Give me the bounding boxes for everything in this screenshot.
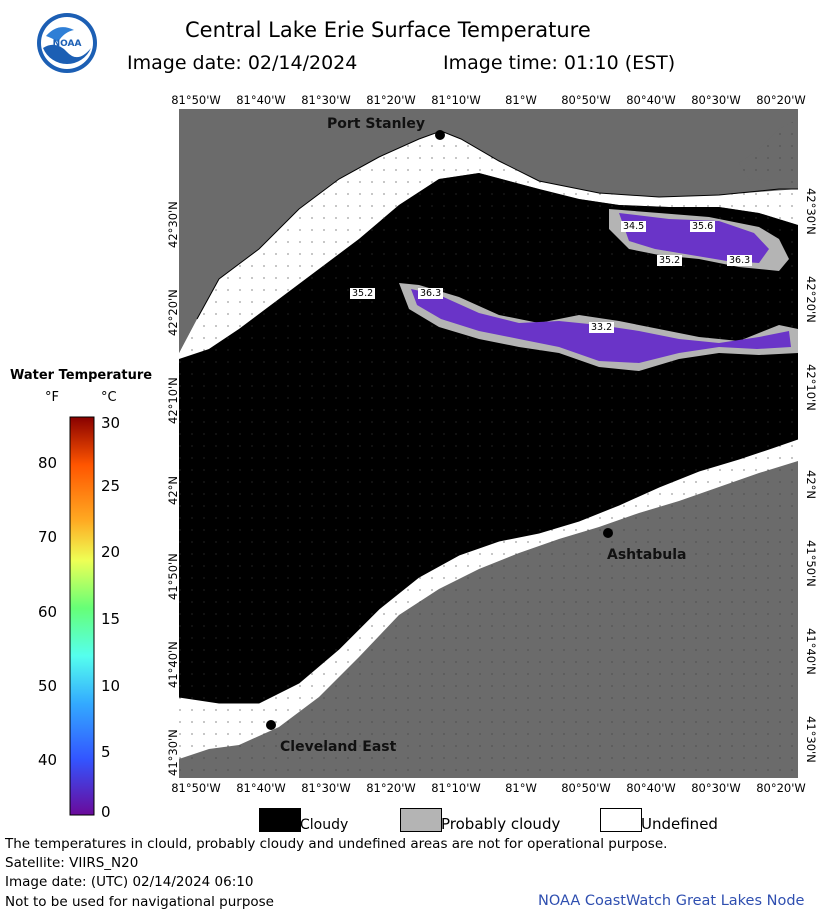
scale-f-tick: 80	[38, 454, 58, 472]
legend-label-cloudy: Cloudy	[300, 817, 349, 833]
lon-tick-top: 81°50'W	[171, 93, 221, 107]
lon-tick-top: 81°40'W	[236, 93, 286, 107]
scale-c-tick: 0	[101, 803, 111, 821]
lat-tick-left: 42°20'N	[166, 289, 180, 336]
lat-tick-right: 41°40'N	[804, 628, 818, 675]
lon-tick-top: 81°30'W	[301, 93, 351, 107]
lon-tick-top: 80°40'W	[626, 93, 676, 107]
lon-tick-bottom: 81°W	[505, 781, 537, 795]
lon-tick-top: 80°30'W	[691, 93, 741, 107]
image-time: Image time: 01:10 (EST)	[443, 52, 676, 74]
lat-tick-right: 42°30'N	[804, 188, 818, 235]
image-date: Image date: 02/14/2024	[127, 52, 358, 74]
legend-label-undefined: Undefined	[641, 815, 718, 833]
place-port-stanley: Port Stanley	[327, 116, 425, 132]
lat-tick-left: 41°40'N	[166, 641, 180, 688]
legend-label-probably-cloudy: Probably cloudy	[441, 815, 561, 833]
lon-tick-bottom: 81°20'W	[366, 781, 416, 795]
lon-tick-bottom: 81°50'W	[171, 781, 221, 795]
lat-tick-left: 42°N	[166, 476, 180, 505]
scale-f-tick: 70	[38, 528, 58, 546]
color-scale-bar	[69, 416, 95, 816]
temp-label: 34.5	[621, 221, 647, 232]
disclaimer-text: The temperatures in clould, probably clo…	[5, 836, 668, 852]
map-title: Central Lake Erie Surface Temperature	[185, 18, 591, 42]
temp-label: 35.6	[690, 221, 716, 232]
lat-tick-left: 41°50'N	[166, 553, 180, 600]
lat-tick-right: 41°30'N	[804, 716, 818, 763]
legend-unit-c: °C	[101, 390, 117, 405]
nav-warning-text: Not to be used for navigational purpose	[5, 894, 274, 910]
lon-tick-bottom: 81°30'W	[301, 781, 351, 795]
lon-tick-top: 80°20'W	[756, 93, 806, 107]
legend-title: Water Temperature	[10, 368, 153, 383]
port-stanley-marker	[435, 130, 445, 140]
legend-swatch-cloudy	[259, 808, 301, 832]
lat-tick-left: 41°30'N	[166, 729, 180, 776]
lat-tick-right: 42°N	[804, 470, 818, 499]
temp-label: 35.2	[350, 288, 376, 299]
lon-tick-bottom: 80°50'W	[561, 781, 611, 795]
scale-f-tick: 40	[38, 751, 58, 769]
scale-c-tick: 30	[101, 414, 121, 432]
noaa-logo: NOAA	[37, 13, 97, 73]
lon-tick-bottom: 81°40'W	[236, 781, 286, 795]
scale-c-tick: 10	[101, 677, 121, 695]
cleveland-east-marker	[266, 720, 276, 730]
temp-label: 36.3	[418, 288, 444, 299]
lon-tick-bottom: 80°40'W	[626, 781, 676, 795]
lon-tick-top: 81°W	[505, 93, 537, 107]
logo-text: NOAA	[53, 39, 82, 49]
satellite-text: Satellite: VIIRS_N20	[5, 855, 139, 871]
temp-label: 33.2	[589, 322, 615, 333]
water-patch	[619, 213, 769, 263]
lon-tick-top: 81°20'W	[366, 93, 416, 107]
place-cleveland-east: Cleveland East	[280, 739, 397, 755]
lon-tick-bottom: 81°10'W	[431, 781, 481, 795]
legend-unit-f: °F	[45, 390, 59, 405]
scale-f-tick: 50	[38, 677, 58, 695]
scale-c-tick: 20	[101, 543, 121, 561]
temp-label: 35.2	[657, 255, 683, 266]
lon-tick-bottom: 80°30'W	[691, 781, 741, 795]
ashtabula-marker	[603, 528, 613, 538]
lon-tick-bottom: 80°20'W	[756, 781, 806, 795]
legend-swatch-undefined	[600, 808, 642, 832]
scale-c-tick: 5	[101, 743, 111, 761]
credit-text: NOAA CoastWatch Great Lakes Node	[538, 893, 805, 909]
place-ashtabula: Ashtabula	[607, 547, 687, 563]
utc-date-text: Image date: (UTC) 02/14/2024 06:10	[5, 874, 254, 890]
scale-c-tick: 15	[101, 610, 121, 628]
lat-tick-right: 42°20'N	[804, 276, 818, 323]
north-land	[179, 109, 798, 353]
legend-swatch-probably-cloudy	[400, 808, 442, 832]
lat-tick-right: 42°10'N	[804, 364, 818, 411]
lat-tick-left: 42°30'N	[166, 201, 180, 248]
scale-f-tick: 60	[38, 603, 58, 621]
lon-tick-top: 80°50'W	[561, 93, 611, 107]
lat-tick-right: 41°50'N	[804, 540, 818, 587]
lon-tick-top: 81°10'W	[431, 93, 481, 107]
scale-c-tick: 25	[101, 477, 121, 495]
lake-map	[179, 109, 798, 778]
lat-tick-left: 42°10'N	[166, 377, 180, 424]
temp-label: 36.3	[727, 255, 753, 266]
